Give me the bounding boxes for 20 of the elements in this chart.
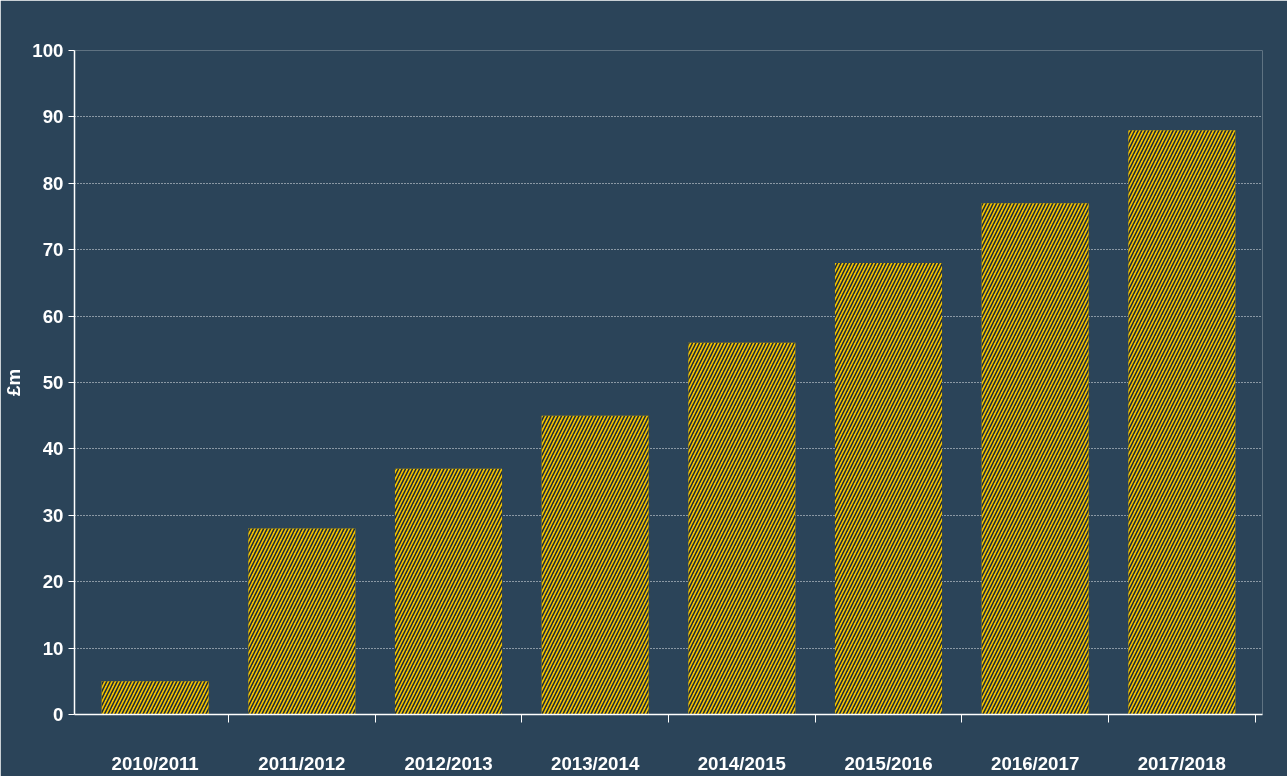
- x-tick-label: 2016/2017: [991, 752, 1080, 774]
- x-tick-label: 2012/2013: [404, 752, 493, 774]
- y-tick-label: 40: [42, 438, 64, 460]
- x-tick-label: 2017/2018: [1137, 752, 1226, 774]
- y-tick-label: 20: [42, 571, 64, 593]
- y-tick-label: 60: [42, 305, 64, 327]
- y-tick-label: 50: [42, 372, 64, 393]
- x-tick-label: 2013/2014: [551, 752, 640, 774]
- y-tick-label: 70: [42, 239, 64, 261]
- x-tick-label: 2015/2016: [844, 752, 933, 774]
- x-tick-label: 2011/2012: [258, 752, 346, 774]
- y-axis-title: £m: [3, 369, 25, 396]
- x-tick-label: 2014/2015: [697, 752, 786, 774]
- y-tick-label: 90: [42, 106, 64, 128]
- y-tick-label: 10: [42, 637, 64, 659]
- y-tick-label: 30: [42, 504, 64, 526]
- y-tick-label: 0: [53, 704, 64, 725]
- x-tick-label: 2010/2011: [111, 752, 199, 774]
- y-tick-label: 80: [42, 172, 64, 194]
- y-tick-label: 100: [32, 40, 64, 61]
